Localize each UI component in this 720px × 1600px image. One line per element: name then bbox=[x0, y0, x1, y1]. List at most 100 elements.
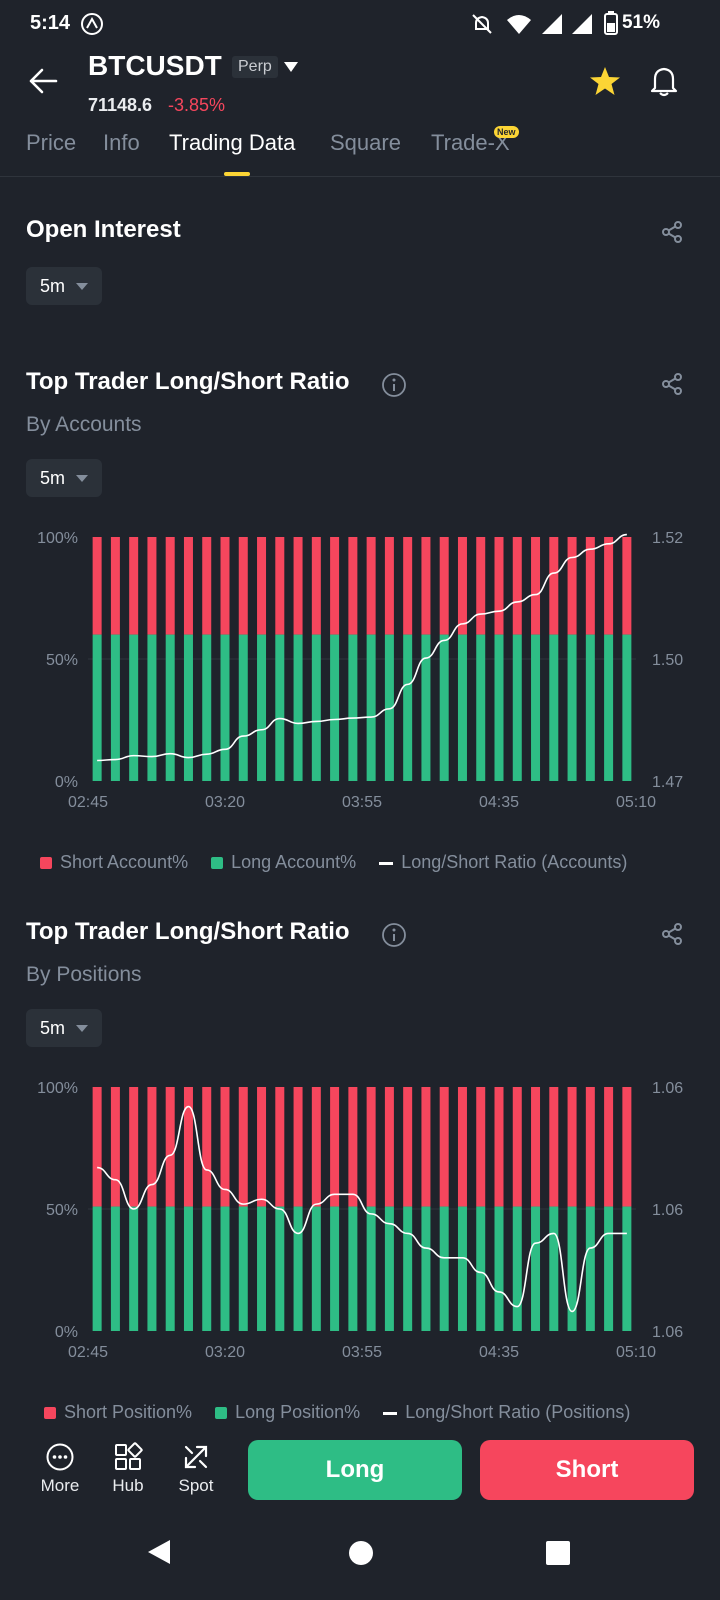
legend-swatch bbox=[379, 861, 394, 865]
accounts-interval: 5m bbox=[40, 468, 66, 488]
system-nav-bar bbox=[0, 1520, 720, 1600]
short-bar bbox=[476, 537, 486, 635]
open-interest-title: Open Interest bbox=[26, 216, 181, 243]
long-bar bbox=[183, 634, 193, 781]
short-bar bbox=[257, 1087, 267, 1207]
short-bar bbox=[403, 537, 413, 635]
long-bar bbox=[202, 634, 212, 781]
legend-swatch bbox=[40, 857, 52, 870]
short-bar bbox=[293, 537, 303, 635]
share-icon[interactable] bbox=[660, 220, 684, 244]
info-icon[interactable] bbox=[381, 922, 407, 948]
open-interest-interval-select[interactable]: 5m bbox=[26, 267, 102, 305]
y-axis-left-tick: 50% bbox=[46, 1202, 78, 1219]
tab-square[interactable]: Square bbox=[330, 130, 401, 155]
recents-square-icon[interactable] bbox=[545, 1540, 571, 1566]
long-bar bbox=[421, 1206, 431, 1331]
positions-legend: Short Position% Long Position% Long/Shor… bbox=[44, 1402, 648, 1423]
short-bar bbox=[330, 537, 340, 635]
long-bar bbox=[293, 1206, 303, 1331]
x-axis-tick: 05:10 bbox=[616, 794, 656, 811]
long-bar bbox=[512, 1206, 522, 1331]
y-axis-left-tick: 100% bbox=[37, 1080, 78, 1097]
long-bar bbox=[622, 1206, 632, 1331]
short-bar bbox=[129, 537, 139, 635]
short-bar bbox=[457, 537, 467, 635]
favorite-star-icon[interactable] bbox=[589, 65, 621, 97]
more-icon bbox=[46, 1443, 74, 1471]
info-icon[interactable] bbox=[381, 372, 407, 398]
tab-price[interactable]: Price bbox=[26, 130, 77, 155]
long-bar bbox=[403, 1206, 413, 1331]
symbol-title[interactable]: BTCUSDT bbox=[88, 50, 222, 81]
short-bar bbox=[585, 537, 595, 635]
long-bar bbox=[348, 634, 358, 781]
short-bar bbox=[147, 1087, 157, 1207]
short-bar bbox=[275, 1087, 285, 1207]
long-bar bbox=[421, 634, 431, 781]
tab-info[interactable]: Info bbox=[103, 130, 140, 155]
short-bar bbox=[531, 537, 541, 635]
price-change: -3.85% bbox=[168, 95, 226, 115]
long-bar bbox=[238, 634, 248, 781]
more-button[interactable]: More bbox=[30, 1440, 90, 1496]
hub-button[interactable]: Hub bbox=[98, 1440, 158, 1496]
long-bar bbox=[147, 634, 157, 781]
bell-icon[interactable] bbox=[648, 64, 680, 98]
status-bar: 5:14 51% bbox=[0, 0, 720, 48]
battery-level: 51% bbox=[621, 12, 660, 33]
long-bar bbox=[330, 1206, 340, 1331]
short-bar bbox=[92, 1087, 102, 1207]
long-button[interactable]: Long bbox=[248, 1440, 462, 1500]
short-bar bbox=[110, 1087, 120, 1207]
short-bar bbox=[366, 537, 376, 635]
legend-label: Short Position% bbox=[64, 1402, 193, 1422]
symbol-dropdown-icon[interactable] bbox=[282, 60, 300, 74]
long-bar bbox=[92, 634, 102, 781]
short-bar bbox=[567, 537, 577, 635]
accounts-interval-select[interactable]: 5m bbox=[26, 459, 102, 497]
long-bar bbox=[457, 1206, 467, 1331]
accounts-ratio-chart: 100% 50% 0% 1.52 1.50 1.47 02:45 03:20 03:55 04:3… bbox=[37, 530, 683, 811]
y-axis-left-tick: 50% bbox=[46, 652, 78, 669]
ratio-line bbox=[97, 533, 627, 762]
short-bar bbox=[311, 1087, 321, 1207]
short-bar bbox=[549, 537, 559, 635]
positions-interval-select[interactable]: 5m bbox=[26, 1009, 102, 1047]
share-icon[interactable] bbox=[660, 372, 684, 396]
short-bar bbox=[220, 537, 230, 635]
share-icon[interactable] bbox=[660, 922, 684, 946]
spot-swap-icon bbox=[184, 1445, 208, 1469]
legend-long: Long Position% bbox=[215, 1402, 360, 1422]
positions-ratio-chart: 100% 50% 0% 1.06 1.06 1.06 02:45 03:20 03:55 04:3… bbox=[37, 1080, 683, 1361]
short-bar bbox=[366, 1087, 376, 1207]
short-bar bbox=[494, 1087, 504, 1207]
legend-ratio: Long/Short Ratio (Accounts) bbox=[379, 852, 627, 872]
back-arrow-icon[interactable] bbox=[28, 68, 58, 94]
back-triangle-icon[interactable] bbox=[146, 1538, 172, 1566]
legend-short: Short Account% bbox=[40, 852, 188, 872]
spot-label: Spot bbox=[178, 1476, 214, 1495]
long-bar bbox=[585, 634, 595, 781]
tab-trading-data[interactable]: Trading Data bbox=[169, 130, 296, 155]
short-bar bbox=[311, 537, 321, 635]
long-bar bbox=[92, 1206, 102, 1331]
home-circle-icon[interactable] bbox=[348, 1540, 374, 1566]
long-bar bbox=[585, 1206, 595, 1331]
spot-button[interactable]: Spot bbox=[166, 1440, 226, 1496]
long-bar bbox=[567, 1206, 577, 1331]
long-bar bbox=[275, 634, 285, 781]
short-button[interactable]: Short bbox=[480, 1440, 694, 1500]
long-bar bbox=[257, 634, 267, 781]
long-bar bbox=[147, 1206, 157, 1331]
y-axis-left-tick: 0% bbox=[55, 774, 78, 791]
y-axis-right-tick: 1.06 bbox=[652, 1202, 683, 1219]
long-bar bbox=[293, 634, 303, 781]
short-bar bbox=[512, 1087, 522, 1207]
long-bar bbox=[348, 1206, 358, 1331]
long-bar bbox=[567, 634, 577, 781]
caret-down-icon bbox=[76, 475, 88, 482]
legend-label: Long Position% bbox=[235, 1402, 361, 1422]
x-axis-tick: 03:20 bbox=[205, 1344, 245, 1361]
legend-label: Long/Short Ratio (Accounts) bbox=[401, 852, 628, 872]
